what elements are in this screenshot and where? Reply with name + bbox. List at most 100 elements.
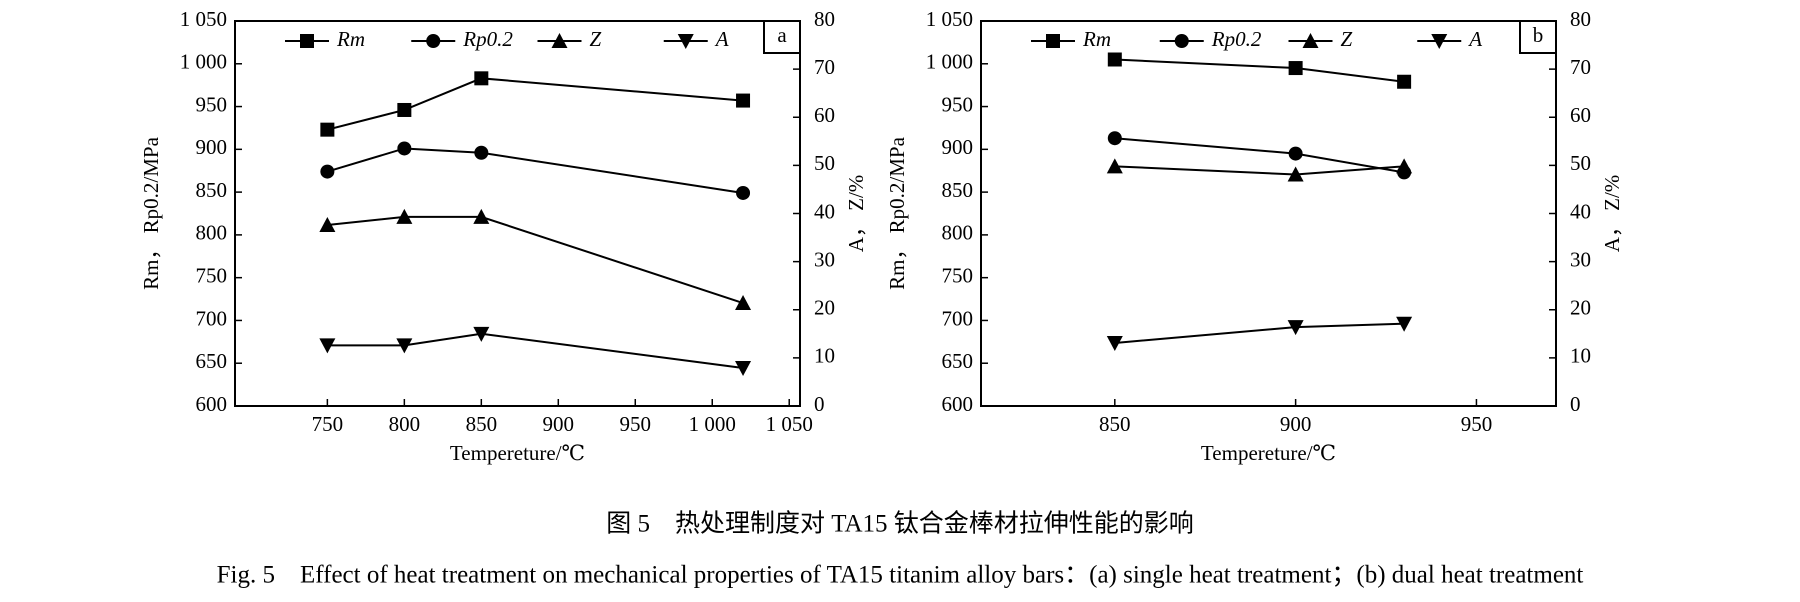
x-tick-label: 900 (543, 412, 575, 436)
plot-frame (234, 20, 801, 407)
marker (1106, 158, 1123, 174)
marker (1046, 34, 1060, 48)
y2-tick-label: 70 (1570, 55, 1591, 79)
y-tick-label: 1 050 (180, 7, 227, 31)
y2-tick-label: 60 (814, 103, 835, 127)
y2-tick-label: 80 (1570, 7, 1591, 31)
marker (1107, 131, 1122, 146)
marker (320, 164, 335, 179)
x-tick-label: 1 050 (766, 412, 813, 436)
y-tick-label: 1 000 (926, 50, 973, 74)
y-tick-label: 600 (942, 392, 974, 416)
y2-tick-label: 30 (1570, 247, 1591, 271)
series-line (327, 147, 744, 194)
marker (1431, 34, 1448, 49)
y-tick-label: 850 (942, 178, 974, 202)
marker (735, 295, 752, 311)
y2-tick-label: 40 (814, 199, 835, 223)
marker (426, 34, 441, 48)
marker (1396, 158, 1413, 174)
y2-tick-label: 80 (814, 7, 835, 31)
y-tick-label: 700 (942, 306, 974, 330)
y-tick-label: 800 (196, 221, 228, 245)
marker (735, 360, 752, 376)
y-tick-label: 700 (196, 306, 228, 330)
legend-label: Rm (336, 27, 365, 51)
y-tick-label: 950 (196, 92, 228, 116)
y2-axis-label: A， Z/% (1600, 175, 1624, 253)
x-tick-label: 1 000 (689, 412, 736, 436)
caption-cn: 图 5 热处理制度对 TA15 钛合金棒材拉伸性能的影响 (606, 510, 1194, 538)
y2-tick-label: 70 (814, 55, 835, 79)
series-line (327, 77, 744, 131)
x-tick-label: 850 (466, 412, 498, 436)
marker (397, 102, 412, 117)
x-tick-label: 750 (312, 412, 344, 436)
series-line (1114, 322, 1405, 344)
y-tick-label: 650 (942, 349, 974, 373)
marker (474, 71, 489, 86)
y2-axis-label: A， Z/% (844, 175, 868, 253)
y-tick-label: 1 000 (180, 50, 227, 74)
marker (551, 33, 568, 48)
y-tick-label: 750 (942, 263, 974, 287)
legend-label: A (1467, 27, 1482, 51)
legend-label: Rm (1082, 27, 1111, 51)
marker (1396, 316, 1413, 332)
y2-tick-label: 50 (814, 151, 835, 175)
caption-en: Fig. 5 Effect of heat treatment on mecha… (217, 562, 1584, 589)
y-tick-label: 900 (942, 135, 974, 159)
marker (736, 93, 751, 108)
y-axis-label: Rm， Rp0.2/MPa (885, 136, 909, 290)
marker (736, 185, 751, 200)
series-line (1114, 165, 1405, 176)
y2-tick-label: 30 (814, 247, 835, 271)
marker (1287, 320, 1304, 336)
x-tick-label: 800 (389, 412, 421, 436)
legend-label: Rp0.2 (1211, 27, 1262, 51)
y-tick-label: 800 (942, 221, 974, 245)
y-tick-label: 850 (196, 178, 228, 202)
x-axis-label: Tempereture/℃ (1201, 441, 1336, 465)
series-line (327, 215, 744, 304)
marker (1288, 146, 1303, 161)
y2-tick-label: 10 (814, 344, 835, 368)
y-tick-label: 600 (196, 392, 228, 416)
marker (1174, 34, 1189, 48)
x-tick-label: 900 (1280, 412, 1312, 436)
marker (1287, 166, 1304, 182)
legend-label: A (714, 27, 729, 51)
panel-label: a (777, 23, 787, 47)
marker (396, 338, 413, 354)
y2-tick-label: 0 (1570, 392, 1581, 416)
series-line (1114, 58, 1405, 83)
x-tick-label: 950 (620, 412, 652, 436)
marker (473, 208, 490, 224)
panel-box (1519, 20, 1557, 54)
y2-tick-label: 50 (1570, 151, 1591, 175)
plot-frame (980, 20, 1557, 407)
y2-tick-label: 60 (1570, 103, 1591, 127)
y2-tick-label: 0 (814, 392, 825, 416)
marker (397, 141, 412, 156)
marker (1107, 52, 1122, 67)
y-tick-label: 650 (196, 349, 228, 373)
x-tick-label: 850 (1099, 412, 1131, 436)
y-tick-label: 950 (942, 92, 974, 116)
y-axis-label: Rm， Rp0.2/MPa (139, 136, 163, 290)
y-tick-label: 750 (196, 263, 228, 287)
panel-box (763, 20, 801, 54)
marker (319, 338, 336, 354)
marker (1302, 33, 1319, 48)
marker (319, 217, 336, 233)
marker (474, 145, 489, 160)
y-tick-label: 1 050 (926, 7, 973, 31)
marker (1106, 335, 1123, 351)
x-tick-label: 950 (1461, 412, 1493, 436)
y2-tick-label: 20 (814, 296, 835, 320)
panel-label: b (1533, 23, 1544, 47)
y2-tick-label: 20 (1570, 296, 1591, 320)
legend-label: Z (1341, 27, 1353, 51)
